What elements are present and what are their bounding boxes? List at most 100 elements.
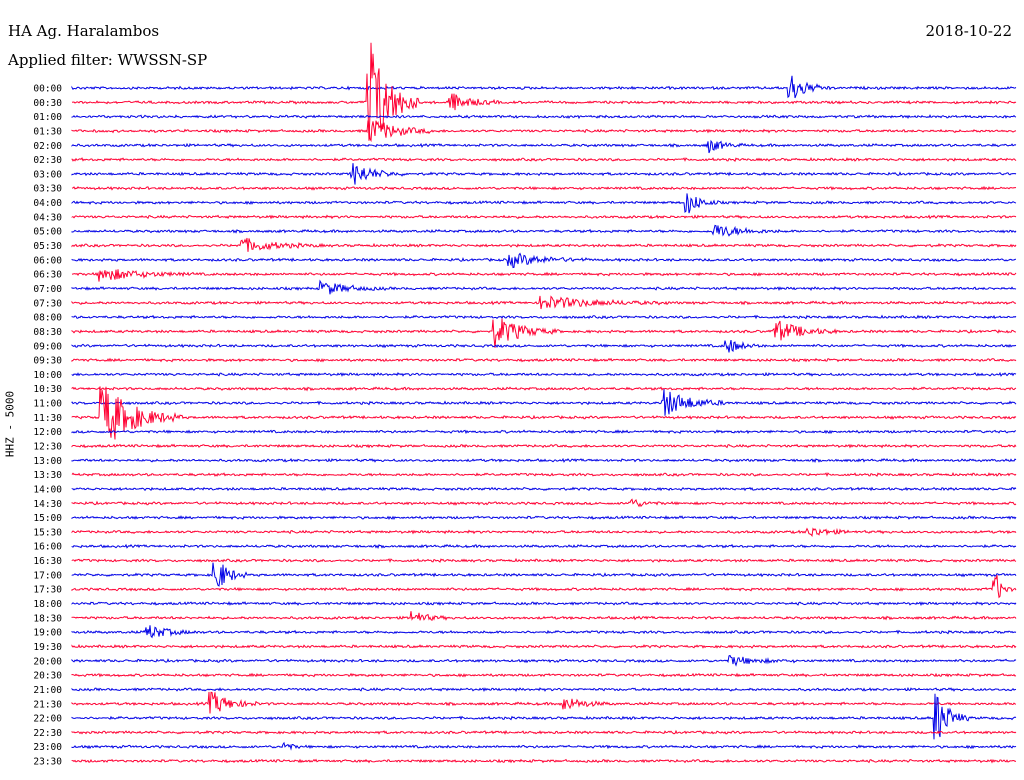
trace-row [71,42,1017,141]
row-time-label: 22:30 [33,728,62,739]
row-time-label: 06:30 [33,270,62,281]
row-time-label: 07:30 [33,298,62,309]
trace-row [71,157,1017,162]
trace-row [71,498,1017,508]
trace-row [71,371,1017,377]
row-time-label: 16:00 [33,542,62,553]
row-time-label: 19:30 [33,642,62,653]
date-label: 2018-10-22 [925,22,1012,40]
trace-row [71,654,1017,667]
row-time-label: 05:30 [33,241,62,252]
trace-row [71,625,1017,639]
trace-row [71,237,1017,252]
trace-row [71,527,1017,538]
trace-row [71,472,1017,478]
trace-row [71,515,1017,521]
trace-row [71,729,1017,735]
trace-row [71,601,1017,607]
trace-row [71,574,1017,599]
trace-layer [71,42,1017,764]
trace-row [71,214,1017,220]
trace-row [71,386,1017,440]
trace-row [71,486,1017,492]
trace-row [71,269,1017,282]
row-time-label: 03:00 [33,169,62,180]
row-time-label: 11:00 [33,399,62,410]
row-time-label: 20:30 [33,671,62,682]
row-time-label: 12:30 [33,442,62,453]
row-time-label: 10:30 [33,384,62,395]
trace-row [71,643,1017,649]
trace-row [71,295,1017,310]
trace-row [71,340,1017,353]
row-time-label: 21:00 [33,685,62,696]
row-time-label: 02:00 [33,141,62,152]
row-time-label: 22:00 [33,714,62,725]
row-time-label: 09:00 [33,341,62,352]
trace-row [71,443,1017,449]
row-time-label: 14:30 [33,499,62,510]
trace-row [71,687,1017,692]
row-time-label: 01:30 [33,126,62,137]
row-time-label: 01:00 [33,112,62,123]
trace-row [71,389,1017,416]
row-time-label: 20:00 [33,656,62,667]
row-time-label: 13:30 [33,470,62,481]
trace-row [71,741,1017,751]
row-time-label: 09:30 [33,356,62,367]
trace-row [71,75,1017,99]
row-label-layer: 00:00 00:30 01:00 01:30 02:00 02:30 03:00 03:30… [33,84,62,768]
row-time-label: 14:00 [33,484,62,495]
row-time-label: 15:30 [33,527,62,538]
row-time-label: 08:30 [33,327,62,338]
trace-row [71,139,1017,154]
trace-row [71,224,1017,237]
row-time-label: 17:30 [33,585,62,596]
row-time-label: 18:30 [33,613,62,624]
trace-row [71,758,1017,764]
trace-row [71,120,1017,143]
trace-row [71,457,1017,464]
row-time-label: 04:30 [33,212,62,223]
row-time-label: 06:00 [33,255,62,266]
row-time-label: 23:30 [33,757,62,768]
row-time-label: 08:00 [33,313,62,324]
row-time-label: 21:30 [33,699,62,710]
row-time-label: 17:00 [33,570,62,581]
trace-row [71,193,1017,214]
row-time-label: 13:00 [33,456,62,467]
row-time-label: 02:30 [33,155,62,166]
trace-row [71,672,1017,678]
trace-row [71,252,1017,269]
trace-row [71,429,1017,435]
row-time-label: 00:30 [33,98,62,109]
trace-row [71,543,1017,549]
row-time-label: 10:00 [33,370,62,381]
trace-row [71,314,1017,320]
row-time-label: 15:00 [33,513,62,524]
row-time-label: 05:00 [33,227,62,238]
trace-row [71,279,1017,295]
row-time-label: 04:00 [33,198,62,209]
trace-row [71,114,1017,120]
trace-row [71,357,1017,363]
row-time-label: 12:00 [33,427,62,438]
trace-row [71,691,1017,714]
trace-row [71,185,1017,191]
trace-row [71,386,1017,392]
filter-subtitle: Applied filter: WWSSN-SP [8,51,208,69]
row-time-label: 19:00 [33,628,62,639]
trace-row [71,562,1017,587]
row-time-label: 03:30 [33,184,62,195]
row-time-label: 18:00 [33,599,62,610]
trace-row [71,163,1017,185]
row-time-label: 23:00 [33,742,62,753]
row-time-label: 00:00 [33,84,62,95]
trace-row [71,611,1017,622]
trace-row [71,318,1017,348]
trace-row [71,693,1017,740]
row-time-label: 07:00 [33,284,62,295]
trace-row [71,557,1017,563]
row-time-label: 11:30 [33,413,62,424]
